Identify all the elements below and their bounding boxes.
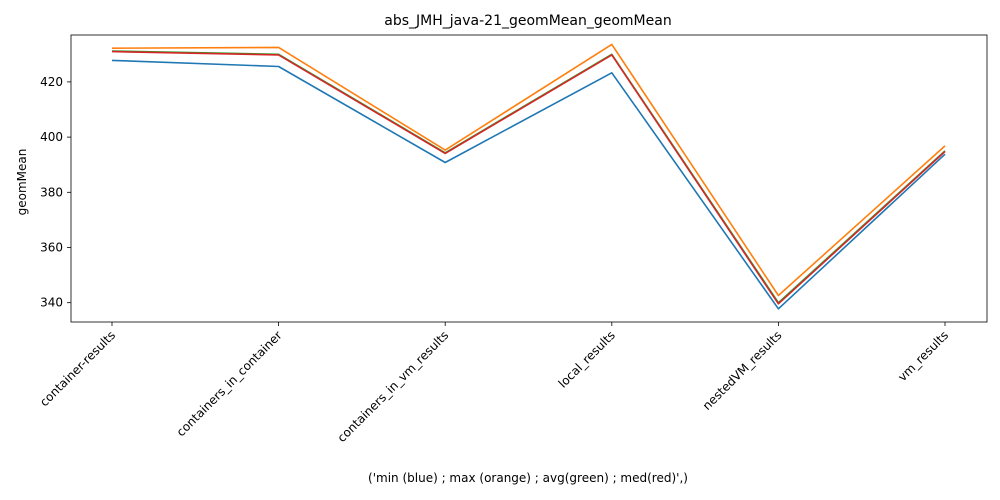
x-tick-label: container-results <box>37 328 118 409</box>
x-tick-label: nestedVM_results <box>700 328 785 413</box>
y-axis-label: geomMean <box>15 149 29 216</box>
y-tick-label: 360 <box>40 240 63 254</box>
chart-title: abs_JMH_java-21_geomMean_geomMean <box>384 13 671 29</box>
series-layer <box>111 43 946 310</box>
plot-frame <box>70 34 988 323</box>
x-tick-label: containers_in_vm_results <box>335 328 452 445</box>
x-tick-label: vm_results <box>895 328 951 384</box>
y-tick-label: 420 <box>40 75 63 89</box>
series-line-4 <box>111 50 946 305</box>
y-tick-label: 340 <box>40 296 63 310</box>
axes-layer: 340 360 380 400 420 container-results containe… <box>37 34 988 445</box>
y-tick-label: 380 <box>40 185 63 199</box>
series-line-2 <box>111 43 946 297</box>
y-tick-label: 400 <box>40 130 63 144</box>
x-axis-label: ('min (blue) ; max (orange) ; avg(green)… <box>368 471 688 485</box>
series-line-1 <box>111 59 946 310</box>
x-tick-label: containers_in_container <box>174 328 285 439</box>
x-tick-label: local_results <box>556 328 618 390</box>
